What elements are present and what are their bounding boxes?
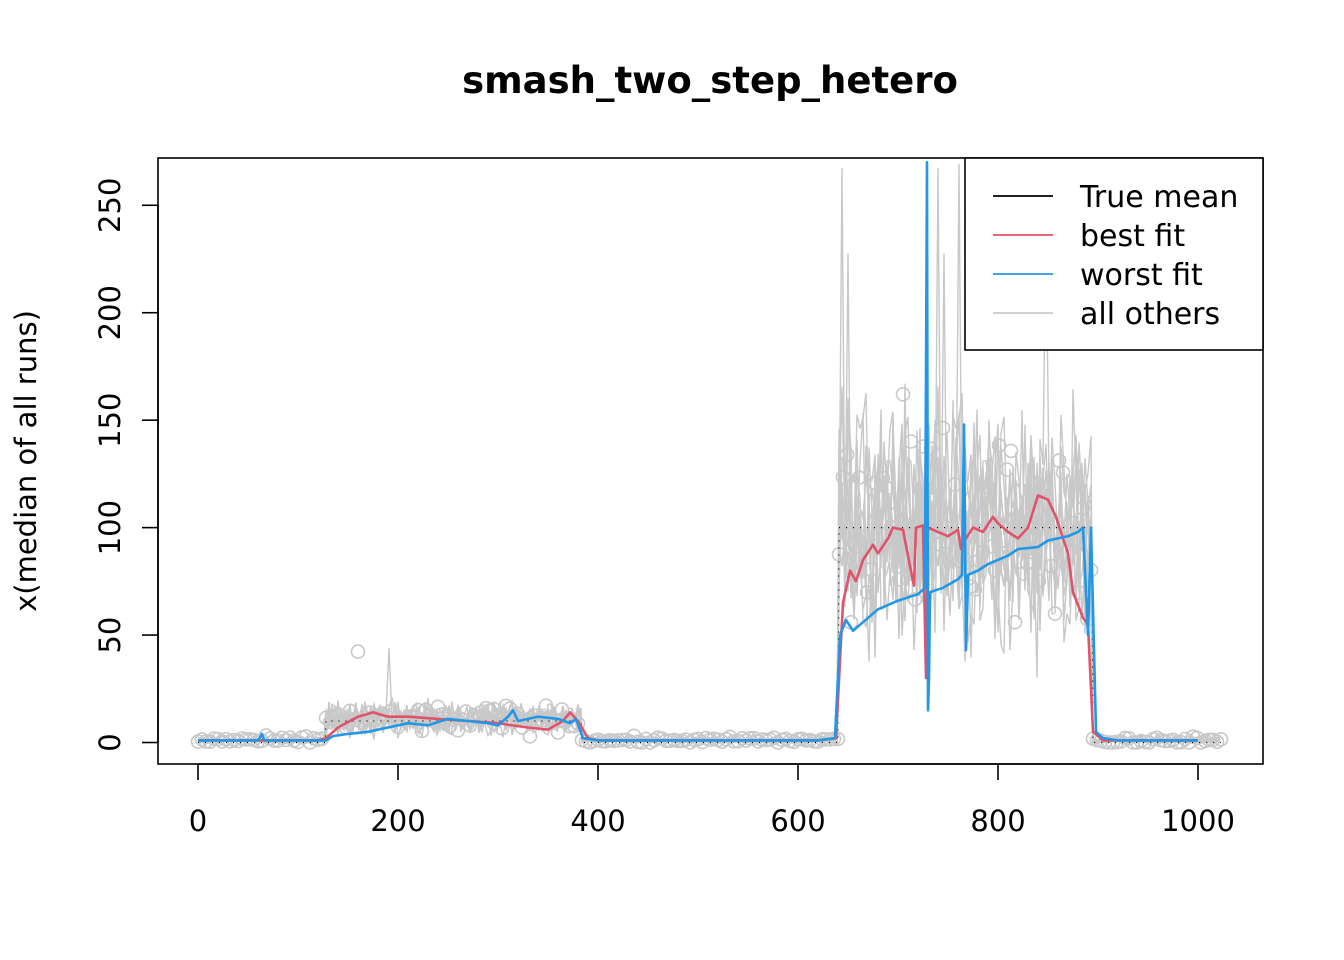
other-run-point bbox=[370, 710, 386, 725]
chart-title: smash_two_step_hetero bbox=[462, 59, 958, 102]
y-axis-label: x(median of all runs) bbox=[9, 310, 43, 612]
other-run-point bbox=[895, 386, 911, 402]
series-true-mean-line bbox=[198, 527, 1221, 744]
other-run-point bbox=[887, 507, 903, 522]
other-run-point bbox=[1213, 731, 1229, 747]
other-run-point bbox=[550, 725, 566, 740]
other-run-point bbox=[983, 539, 999, 554]
other-run-point bbox=[1173, 734, 1189, 750]
x-tick-label: 600 bbox=[770, 804, 825, 838]
y-tick-label: 150 bbox=[93, 392, 127, 447]
other-run-point bbox=[979, 479, 995, 495]
x-tick-label: 0 bbox=[189, 804, 207, 838]
series-lines bbox=[198, 161, 1221, 744]
legend: True mean best fit worst fit all others bbox=[964, 157, 1264, 351]
other-run-point bbox=[526, 708, 542, 723]
other-run-point bbox=[1039, 493, 1055, 508]
other-run-point bbox=[1201, 732, 1217, 748]
y-tick-label: 0 bbox=[93, 733, 127, 751]
other-run-point bbox=[786, 734, 802, 750]
other-run-point bbox=[907, 592, 923, 607]
legend-label: all others bbox=[1080, 297, 1220, 332]
other-run-point bbox=[947, 477, 963, 492]
other-run-point bbox=[538, 698, 554, 714]
legend-label: True mean bbox=[1079, 180, 1238, 215]
other-run-point bbox=[350, 644, 366, 659]
other-run-point bbox=[522, 729, 538, 744]
other-run-point bbox=[562, 718, 578, 734]
legend-label: worst fit bbox=[1080, 258, 1203, 293]
other-run-point bbox=[839, 447, 855, 463]
other-run-point bbox=[867, 475, 883, 491]
other-run-point bbox=[855, 529, 871, 545]
legend-box bbox=[964, 157, 1264, 351]
other-run-point bbox=[1003, 443, 1019, 459]
y-tick-label: 250 bbox=[93, 178, 127, 233]
other-run-point bbox=[326, 711, 342, 726]
other-run-point bbox=[971, 553, 987, 568]
other-run-point bbox=[1125, 735, 1141, 750]
other-run-point bbox=[991, 438, 1007, 453]
y-tick-label: 200 bbox=[93, 285, 127, 340]
other-run-point bbox=[943, 508, 959, 524]
other-run-point bbox=[1023, 553, 1039, 569]
other-run-point bbox=[1063, 515, 1079, 531]
x-tick-label: 800 bbox=[970, 804, 1025, 838]
other-run-point bbox=[462, 717, 478, 733]
other-run-point bbox=[690, 731, 706, 747]
other-run-point bbox=[903, 434, 919, 449]
x-tick-label: 1000 bbox=[1161, 804, 1235, 838]
y-axis: 0 50 100 150 200 250 bbox=[93, 178, 159, 752]
other-run-point bbox=[1169, 734, 1185, 750]
other-run-point bbox=[1011, 511, 1027, 527]
other-run-point bbox=[879, 481, 895, 496]
other-run-point bbox=[863, 561, 879, 577]
other-run-point bbox=[1027, 475, 1043, 491]
other-run-point bbox=[1075, 501, 1091, 516]
legend-label: best fit bbox=[1080, 219, 1185, 254]
other-run-point bbox=[987, 562, 1003, 578]
other-run-point bbox=[342, 703, 358, 719]
other-run-point bbox=[1209, 734, 1225, 750]
other-run-point bbox=[931, 536, 947, 552]
other-run-point bbox=[891, 572, 907, 587]
other-run-point bbox=[766, 730, 782, 746]
other-run-point bbox=[258, 728, 274, 743]
other-run-point bbox=[282, 730, 298, 746]
series-worst-fit-line bbox=[198, 161, 1198, 742]
other-run-point bbox=[835, 469, 851, 485]
other-run-point bbox=[770, 735, 786, 750]
other-run-line bbox=[197, 398, 1220, 745]
other-run-point bbox=[638, 731, 654, 747]
other-run-point bbox=[722, 729, 738, 745]
other-run-point bbox=[458, 704, 474, 719]
other-run-point bbox=[742, 730, 758, 746]
x-axis: 0 200 400 600 800 1000 bbox=[189, 763, 1235, 838]
other-run-point bbox=[1035, 479, 1051, 494]
other-run-point bbox=[1177, 731, 1193, 747]
x-tick-label: 400 bbox=[570, 804, 625, 838]
other-run-point bbox=[915, 439, 931, 454]
other-run-point bbox=[398, 711, 414, 727]
other-run-point bbox=[851, 470, 867, 485]
other-run-point bbox=[859, 584, 875, 600]
other-run-point bbox=[847, 539, 863, 554]
other-run-point bbox=[875, 470, 891, 486]
other-run-point bbox=[322, 714, 338, 730]
other-run-point bbox=[1055, 465, 1071, 480]
other-run-point bbox=[999, 462, 1015, 477]
x-tick-label: 200 bbox=[370, 804, 425, 838]
y-tick-label: 50 bbox=[93, 617, 127, 654]
other-run-point bbox=[1015, 566, 1031, 581]
other-run-point bbox=[430, 699, 446, 715]
other-run-point bbox=[1031, 573, 1047, 589]
other-run-point bbox=[935, 420, 951, 436]
other-run-point bbox=[1043, 558, 1059, 574]
other-run-point bbox=[530, 712, 546, 728]
y-tick-label: 100 bbox=[93, 500, 127, 555]
other-run-point bbox=[1007, 614, 1023, 630]
other-run-point bbox=[1047, 606, 1063, 621]
other-run-point bbox=[498, 698, 514, 714]
